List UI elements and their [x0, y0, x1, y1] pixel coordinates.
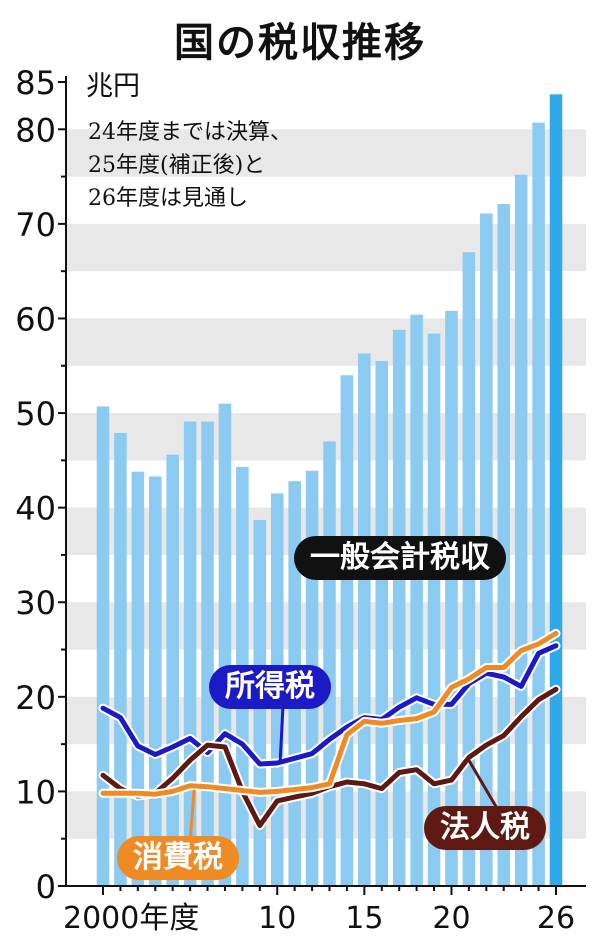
y-tick-label: 0 [36, 868, 56, 906]
leader-consumption-tax [188, 789, 196, 845]
y-tick-label: 10 [15, 773, 56, 811]
bar-2019 [427, 333, 441, 886]
y-unit-label: 兆円 [86, 71, 140, 102]
bar-2017 [392, 329, 406, 886]
bar-2005 [183, 421, 197, 886]
note-line-2: 25年度(補正後)と [88, 153, 266, 178]
bar-2013 [323, 441, 336, 886]
leader-income-tax [278, 705, 285, 761]
bar-2014 [340, 375, 354, 886]
y-tick-label: 80 [15, 111, 56, 149]
bar-2024 [514, 174, 528, 886]
grid-band [66, 129, 586, 177]
y-tick-label: 50 [15, 395, 56, 433]
bar-2006 [201, 421, 214, 886]
chart-title: 国の税収推移 [174, 20, 426, 66]
y-tick-label: 70 [15, 206, 56, 244]
x-tick-label: 2000年度 [63, 901, 199, 936]
line-consumption-tax [100, 630, 559, 797]
bar-2018 [410, 314, 423, 886]
bar-2002 [131, 471, 145, 886]
bar-2000 [96, 406, 110, 886]
y-tick-label: 60 [15, 300, 56, 338]
bar-2026 [549, 94, 563, 887]
x-tick-label: 26 [537, 901, 575, 936]
series-label-corporate-tax: 法人税 [424, 806, 546, 850]
y-tick-label: 30 [15, 584, 56, 622]
bar-2003 [148, 476, 162, 886]
bar-2004 [166, 454, 179, 886]
bar-2016 [375, 361, 389, 887]
series-label-income-tax: 所得税 [209, 665, 331, 709]
x-tick-label: 10 [258, 901, 296, 936]
bar-2025 [532, 122, 545, 886]
series-label-consumption-tax: 消費税 [117, 836, 239, 880]
note-line-3: 26年度は見通し [88, 186, 248, 211]
x-tick-label: 15 [345, 901, 383, 936]
bar-2007 [218, 403, 232, 886]
line-series-group [98, 628, 561, 845]
series-label-total: 一般会計税収 [294, 536, 506, 580]
y-tick-label: 20 [15, 679, 56, 717]
bar-2001 [114, 432, 127, 886]
y-tick-label: 40 [15, 490, 56, 528]
bar-2015 [358, 353, 371, 886]
x-tick-label: 20 [432, 901, 470, 936]
y-tick-label: 85 [15, 64, 56, 102]
bar-2020 [445, 310, 458, 886]
bar-2023 [497, 204, 511, 887]
chart-note: 24年度までは決算、 25年度(補正後)と 26年度は見通し [88, 116, 292, 215]
axes: 0 10 20 30 40 50 60 70 80 85 2000年度 10 15 20 26 [15, 64, 586, 936]
note-line-1: 24年度までは決算、 [88, 120, 292, 145]
leader-corporate-tax [467, 759, 500, 811]
